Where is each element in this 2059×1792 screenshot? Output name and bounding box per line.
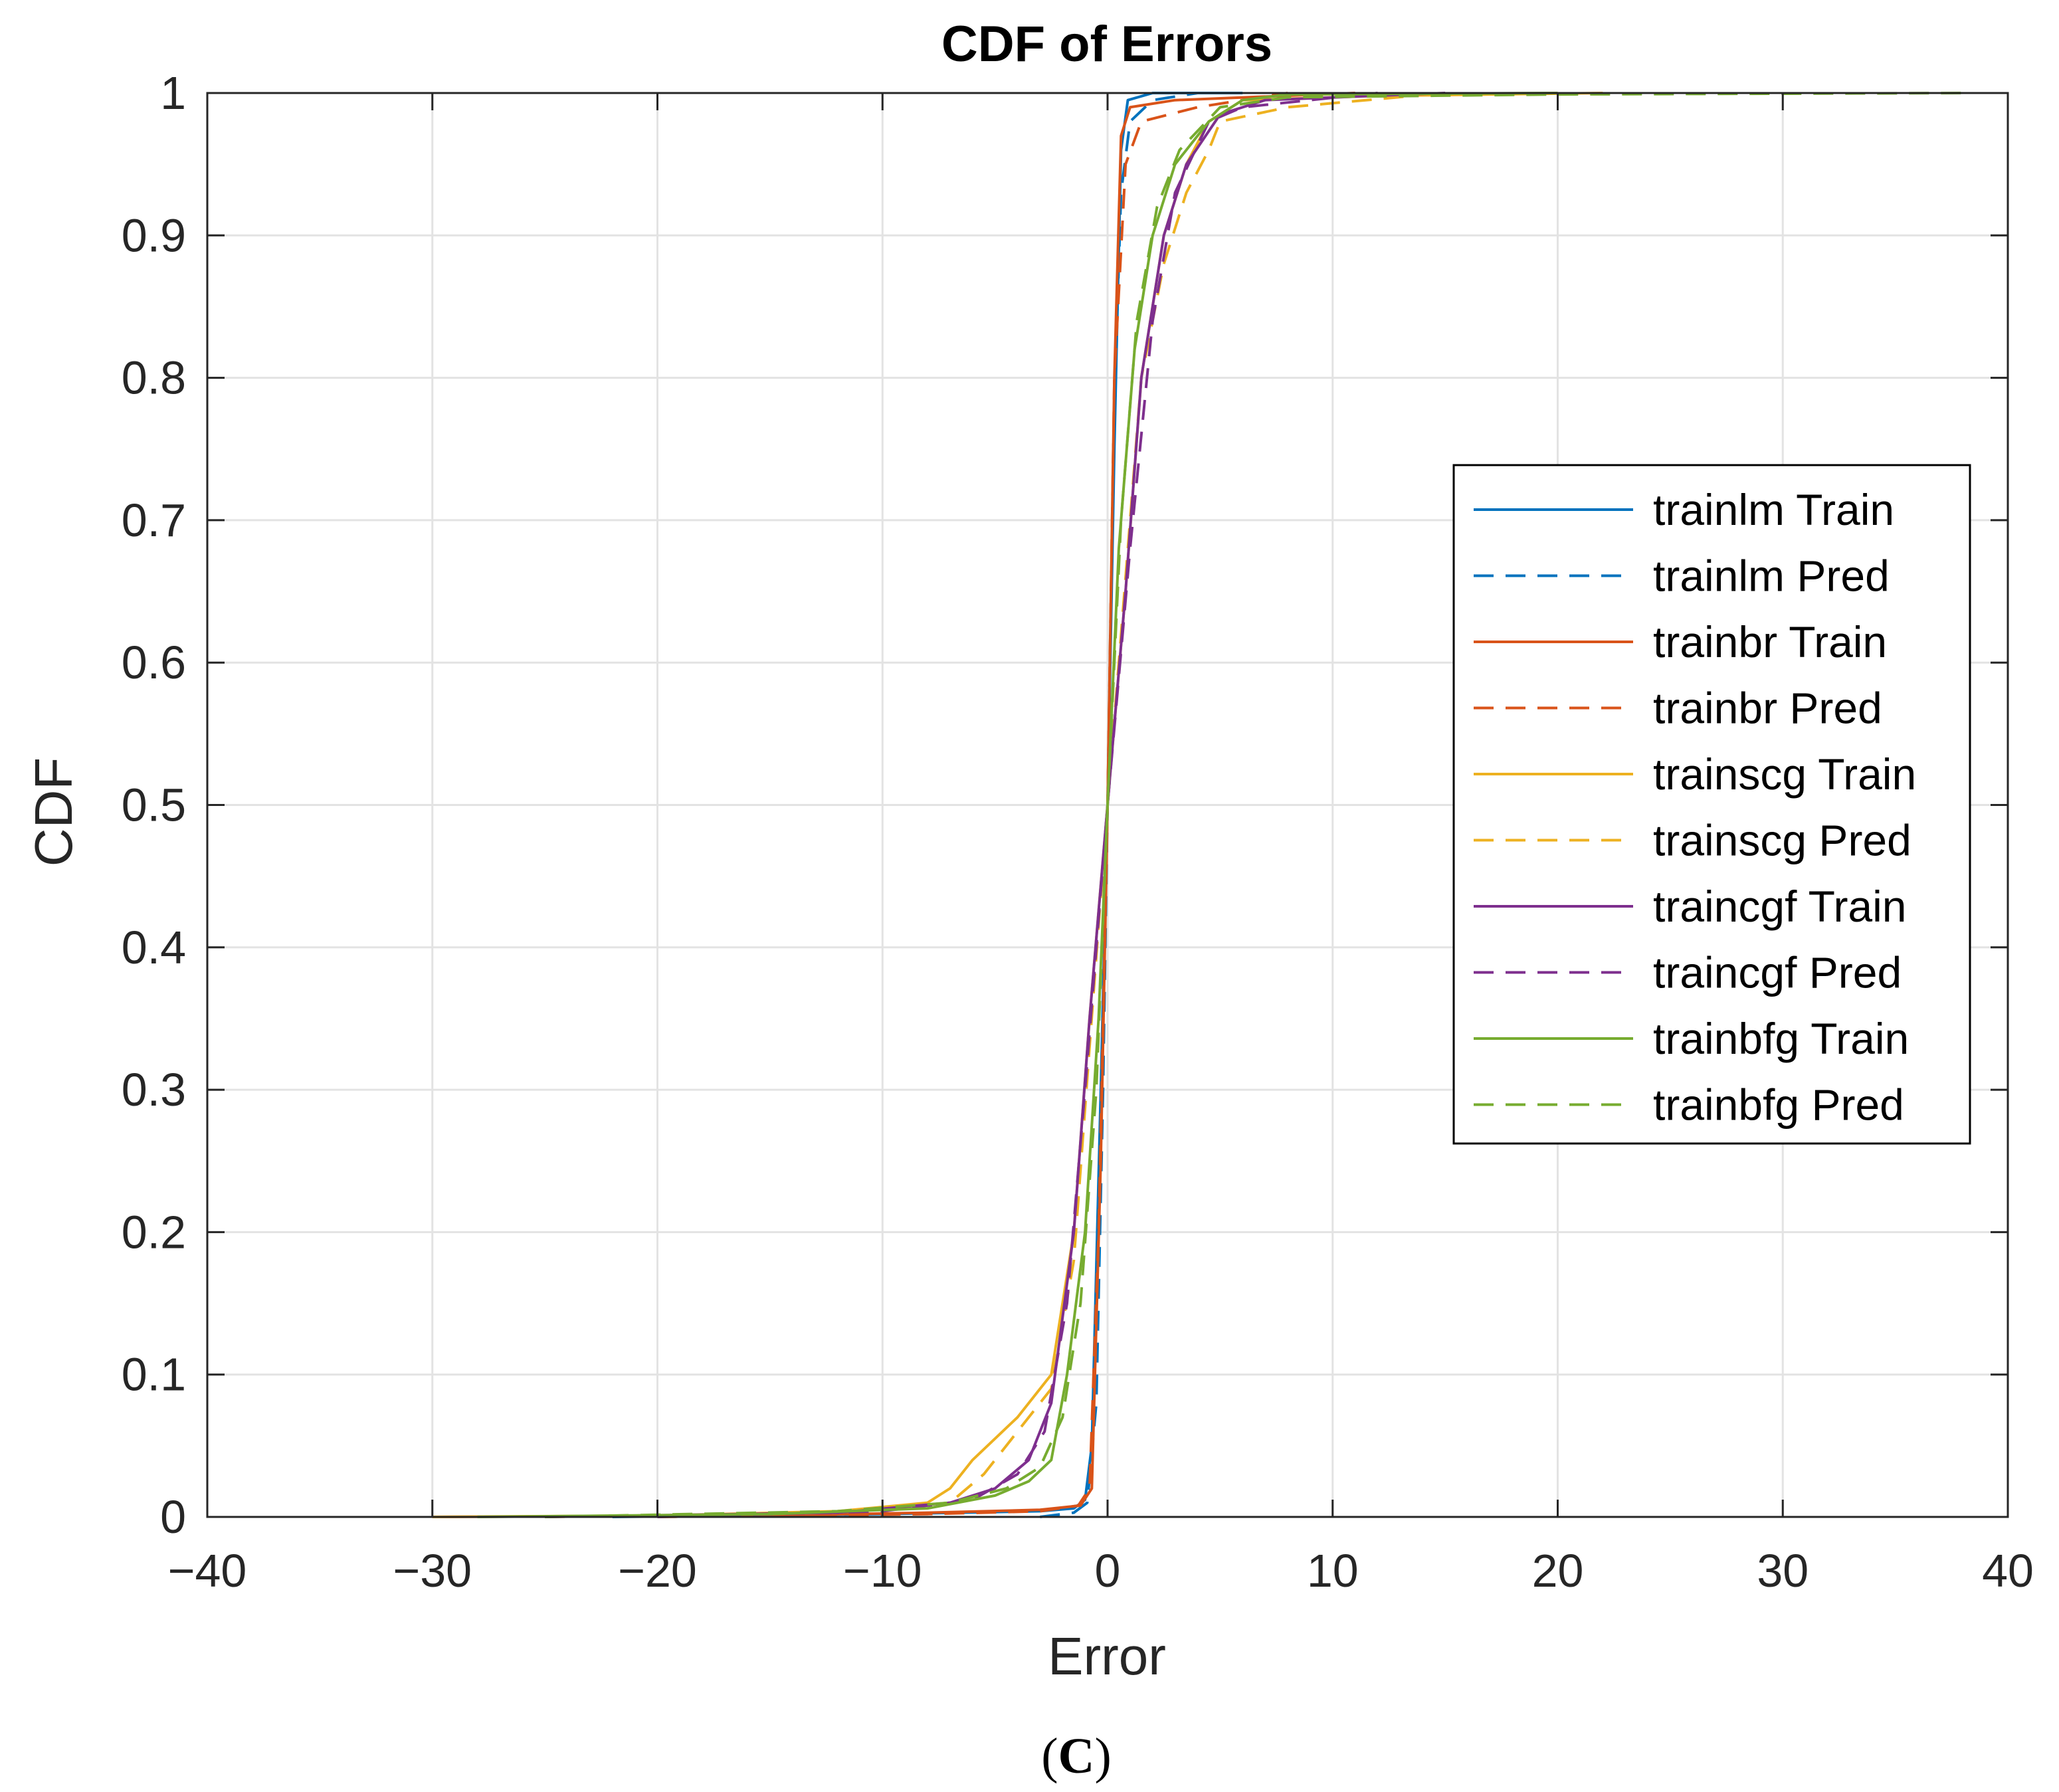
tick-marks <box>206 92 2009 1518</box>
legend-label: trainbfg Pred <box>1653 1080 1904 1130</box>
legend-label: trainscg Pred <box>1653 816 1912 865</box>
x-tick-label: 30 <box>1757 1545 1809 1597</box>
legend-label: trainbr Pred <box>1653 684 1882 733</box>
x-tick-label: −40 <box>168 1545 247 1597</box>
legend: trainlm Train trainlm Pred trainbr Train tr… <box>1452 464 1971 1145</box>
series-line-trainbfg-pred <box>545 92 1963 1518</box>
y-tick-label: 0.8 <box>122 352 186 404</box>
y-tick-label: 1 <box>160 67 186 119</box>
legend-label: traincgf Pred <box>1653 948 1902 997</box>
y-tick-label: 0.9 <box>122 209 186 261</box>
series-line-trainbr-pred <box>657 92 1288 1518</box>
y-tick-labels: 0 0.1 0.2 0.3 0.4 0.5 0.6 0.7 0.8 0.9 1 <box>122 67 186 1543</box>
x-tick-label: 0 <box>1095 1545 1121 1597</box>
series-line-trainlm-pred <box>1040 92 1243 1518</box>
caption-close-paren: ) <box>1094 1728 1111 1784</box>
series-line-trainscg-pred <box>545 92 1446 1518</box>
x-axis-label: Error <box>1048 1627 1166 1686</box>
series-lines <box>432 92 1963 1518</box>
x-tick-labels: −40 −30 −20 −10 0 10 20 30 40 <box>168 1545 2034 1597</box>
caption-open-paren: ( <box>1041 1728 1058 1784</box>
chart-title: CDF of Errors <box>941 16 1272 72</box>
y-tick-label: 0.2 <box>122 1206 186 1258</box>
x-tick-label: −30 <box>393 1545 472 1597</box>
y-tick-label: 0.6 <box>122 637 186 688</box>
y-axis-label: CDF <box>24 757 83 866</box>
y-tick-label: 0.4 <box>122 922 186 973</box>
x-tick-label: 10 <box>1307 1545 1359 1597</box>
legend-label: traincgf Train <box>1653 882 1907 931</box>
x-tick-label: 20 <box>1532 1545 1584 1597</box>
legend-label: trainscg Train <box>1653 749 1916 799</box>
legend-label: trainbfg Train <box>1653 1014 1909 1063</box>
legend-label: trainbr Train <box>1653 617 1887 666</box>
caption-letter: C <box>1058 1728 1095 1784</box>
legend-box <box>1452 464 1971 1145</box>
legend-label: trainlm Train <box>1653 485 1894 534</box>
y-tick-label: 0.1 <box>122 1349 186 1401</box>
legend-label: trainlm Pred <box>1653 551 1890 601</box>
y-tick-label: 0.3 <box>122 1064 186 1116</box>
x-tick-label: 40 <box>1982 1545 2034 1597</box>
y-tick-label: 0.7 <box>122 494 186 546</box>
x-tick-label: −20 <box>618 1545 697 1597</box>
figure-caption: (C) <box>1041 1728 1112 1784</box>
y-tick-label: 0 <box>160 1491 186 1543</box>
y-tick-label: 0.5 <box>122 779 186 831</box>
x-tick-label: −10 <box>843 1545 922 1597</box>
series-line-traincgf-pred <box>657 92 1378 1518</box>
